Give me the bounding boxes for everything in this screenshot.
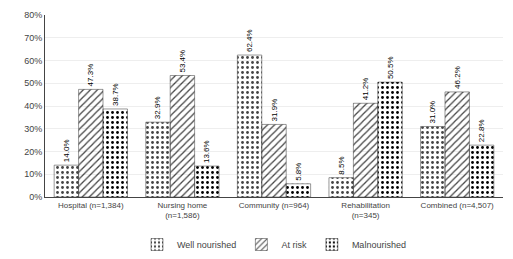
svg-text:5.8%: 5.8% xyxy=(294,163,303,181)
svg-text:Combined (n=4,507): Combined (n=4,507) xyxy=(421,201,494,210)
svg-text:Hospital (n=1,384): Hospital (n=1,384) xyxy=(58,201,124,210)
svg-text:32.9%: 32.9% xyxy=(153,96,162,119)
svg-text:70%: 70% xyxy=(24,33,42,43)
svg-text:14.0%: 14.0% xyxy=(62,139,71,162)
svg-text:Nursing home(n=1,586): Nursing home(n=1,586) xyxy=(157,201,207,220)
svg-text:Rehabilitation(n=345): Rehabilitation(n=345) xyxy=(341,201,389,220)
svg-text:40%: 40% xyxy=(24,101,42,111)
svg-text:30%: 30% xyxy=(24,124,42,134)
svg-text:20%: 20% xyxy=(24,147,42,157)
svg-text:0%: 0% xyxy=(29,192,42,202)
svg-text:At risk: At risk xyxy=(281,240,307,250)
svg-text:31.0%: 31.0% xyxy=(428,101,437,124)
svg-text:22.8%: 22.8% xyxy=(477,119,486,142)
svg-text:31.9%: 31.9% xyxy=(270,99,279,122)
svg-text:60%: 60% xyxy=(24,56,42,66)
svg-text:50%: 50% xyxy=(24,78,42,88)
svg-text:13.6%: 13.6% xyxy=(202,140,211,163)
svg-text:8.5%: 8.5% xyxy=(337,156,346,174)
svg-text:47.3%: 47.3% xyxy=(86,64,95,87)
svg-text:41.2%: 41.2% xyxy=(361,78,370,101)
svg-text:62.4%: 62.4% xyxy=(245,29,254,52)
svg-text:Well nourished: Well nourished xyxy=(177,240,236,250)
svg-text:Malnourished: Malnourished xyxy=(352,240,406,250)
svg-text:53.4%: 53.4% xyxy=(178,50,187,73)
svg-text:80%: 80% xyxy=(24,10,42,20)
svg-text:Community (n=964): Community (n=964) xyxy=(239,201,310,210)
svg-text:10%: 10% xyxy=(24,169,42,179)
svg-text:46.2%: 46.2% xyxy=(453,66,462,89)
svg-text:50.5%: 50.5% xyxy=(386,56,395,79)
svg-text:38.7%: 38.7% xyxy=(111,83,120,106)
